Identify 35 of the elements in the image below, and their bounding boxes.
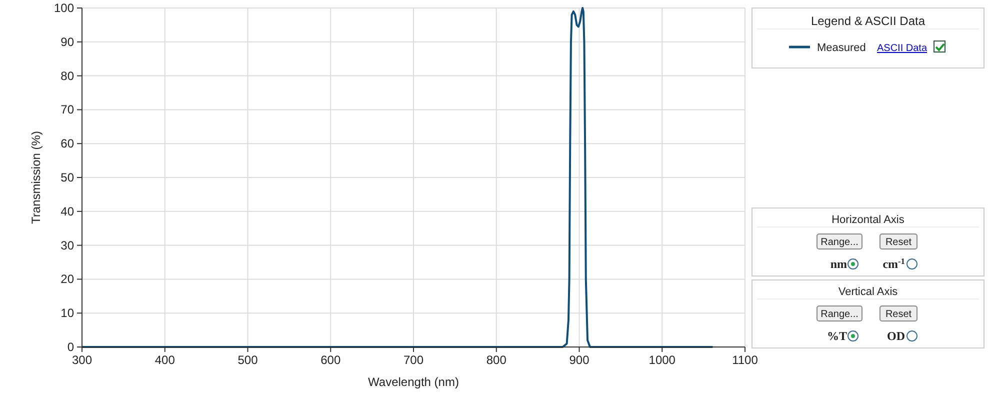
x-tick-label: 1100 bbox=[732, 353, 758, 367]
text: cm$^{-1}$ bbox=[882, 256, 905, 271]
range-button: Range... bbox=[816, 306, 862, 322]
reset-button: Reset bbox=[880, 234, 918, 250]
y-tick-label: 0 bbox=[67, 340, 74, 354]
x-tick-label: 700 bbox=[403, 353, 424, 367]
x-tick-label: 300 bbox=[72, 353, 92, 367]
y-tick-label: 90 bbox=[60, 34, 74, 49]
text: Legend & ASCII Data bbox=[810, 14, 926, 28]
y-tick-label: 10 bbox=[60, 306, 74, 320]
y-tick-label: 80 bbox=[60, 68, 74, 83]
x-tick-label: 500 bbox=[238, 353, 258, 367]
y-tick-label: 70 bbox=[60, 102, 74, 117]
text: %T bbox=[826, 329, 847, 343]
x-tick-label: 800 bbox=[486, 353, 507, 367]
x-tick-label: 600 bbox=[320, 353, 341, 367]
y-tick-label: 20 bbox=[60, 272, 74, 286]
y-tick-label: 60 bbox=[60, 136, 74, 151]
x-tick-label: 400 bbox=[154, 353, 176, 367]
legend-label: Measured bbox=[817, 42, 866, 54]
x-axis-title: Wavelength (nm) bbox=[368, 375, 459, 389]
text: ASCII Data bbox=[877, 43, 928, 54]
y-axis-title: Transmission (%) bbox=[29, 131, 43, 224]
reset-button: Reset bbox=[880, 306, 918, 322]
text: nm bbox=[830, 257, 847, 271]
y-tick-label: 50 bbox=[60, 170, 74, 184]
x-tick-label: 1000 bbox=[648, 353, 676, 367]
text: Horizontal Axis bbox=[832, 214, 905, 226]
y-tick-label: 30 bbox=[60, 238, 74, 252]
y-tick-label: 40 bbox=[60, 204, 74, 218]
y-tick-label: 100 bbox=[54, 1, 74, 15]
text: Vertical Axis bbox=[838, 286, 898, 298]
range-button: Range... bbox=[816, 234, 862, 250]
x-tick-label: 900 bbox=[569, 353, 590, 367]
text: OD bbox=[887, 329, 906, 343]
